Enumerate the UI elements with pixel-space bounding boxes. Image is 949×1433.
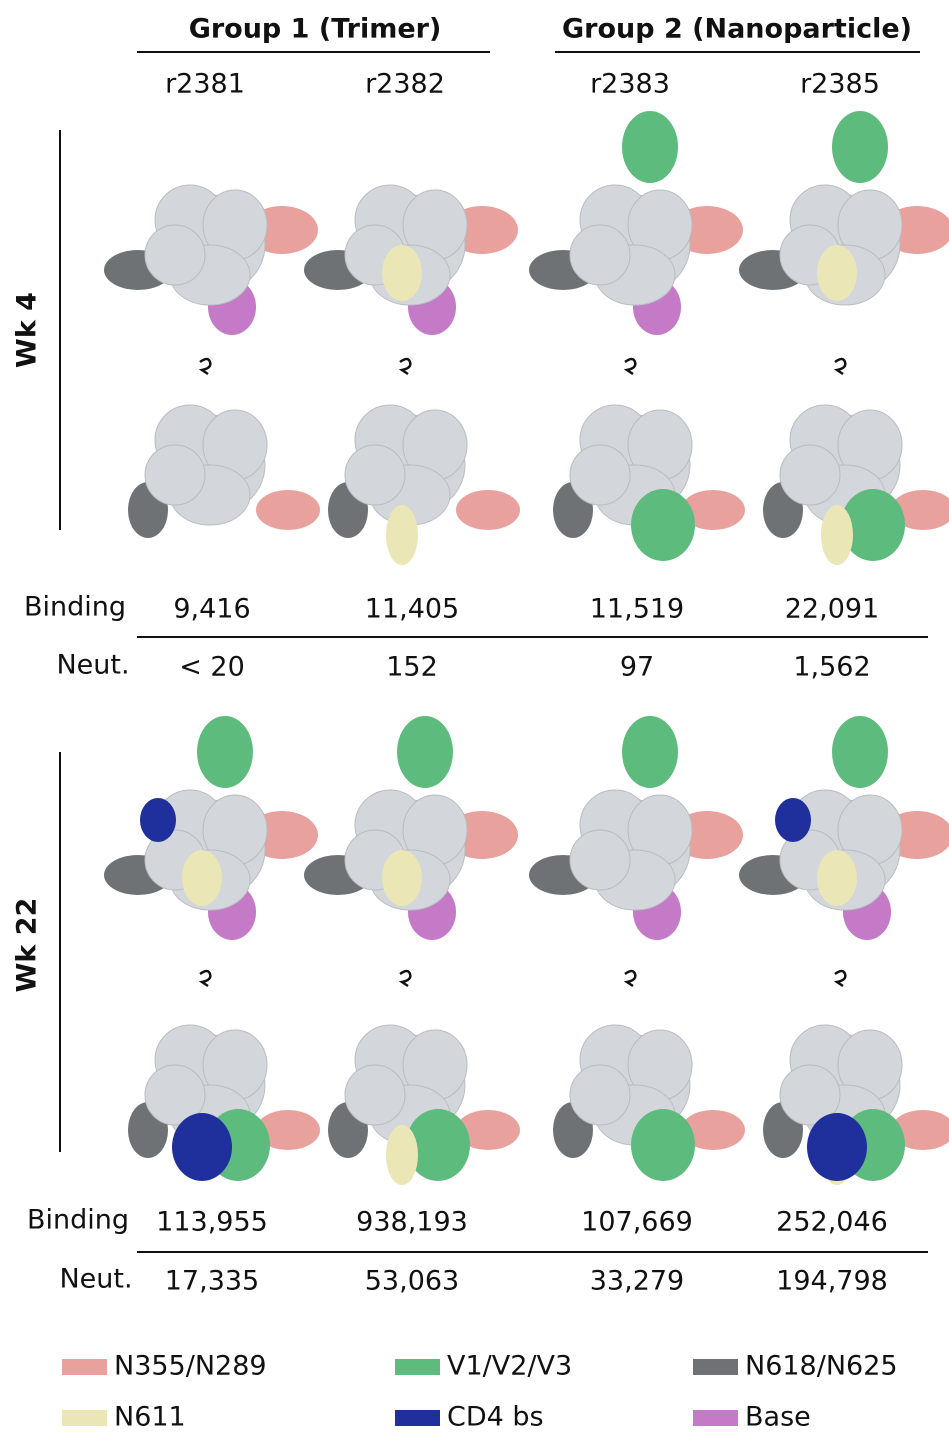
rotate-arrow: [200, 359, 210, 374]
epitope-map: [553, 1025, 745, 1181]
rotate-arrow: [835, 971, 845, 986]
trimer-core: [570, 830, 630, 890]
epitope: [821, 505, 853, 565]
legend-swatch: [395, 1359, 440, 1375]
trimer-core: [345, 445, 405, 505]
binding-value: 252,046: [776, 1207, 888, 1238]
binding-value: 11,519: [590, 594, 684, 625]
legend-swatch: [395, 1410, 440, 1426]
column-label: r2382: [365, 69, 445, 100]
rotate-arrow: [200, 971, 210, 986]
neut-value: < 20: [179, 652, 245, 683]
trimer-core: [780, 445, 840, 505]
epitope-map: [739, 111, 949, 305]
epitope: [140, 798, 176, 842]
legend-label: N611: [114, 1402, 186, 1433]
neut-value: 194,798: [776, 1266, 888, 1297]
trimer-core: [345, 1065, 405, 1125]
neut-value: 152: [386, 652, 438, 683]
epitope: [622, 716, 678, 788]
legend-swatch: [62, 1410, 107, 1426]
column-label: r2381: [165, 69, 245, 100]
epitope: [382, 245, 422, 301]
row-label: Neut.: [59, 1264, 132, 1295]
binding-value: 113,955: [156, 1207, 268, 1238]
neut-value: 97: [620, 652, 654, 683]
epitope-map: [328, 1025, 520, 1185]
epitope: [775, 798, 811, 842]
epitope-map: [304, 716, 518, 940]
epitope-map: [328, 405, 520, 565]
neut-value: 1,562: [793, 652, 870, 683]
group-label: Group 2 (Nanoparticle): [562, 14, 912, 45]
binding-value: 11,405: [365, 594, 459, 625]
group-label: Group 1 (Trimer): [189, 14, 442, 45]
epitope-map: [529, 716, 743, 940]
trimer-core: [570, 225, 630, 285]
legend-swatch: [62, 1359, 107, 1375]
binding-value: 22,091: [785, 594, 879, 625]
neut-value: 17,335: [165, 1266, 259, 1297]
neut-value: 33,279: [590, 1266, 684, 1297]
legend-label: N355/N289: [114, 1351, 267, 1382]
binding-value: 107,669: [581, 1207, 693, 1238]
rotate-arrow: [835, 359, 845, 374]
row-label: Binding: [27, 1205, 129, 1236]
epitope: [386, 505, 418, 565]
epitope: [622, 111, 678, 183]
rotate-arrow: [400, 971, 410, 986]
epitope: [631, 1109, 695, 1181]
timepoint-label: Wk 22: [12, 898, 43, 993]
row-label: Neut.: [56, 650, 129, 681]
epitope: [832, 111, 888, 183]
epitope: [182, 850, 222, 906]
timepoint-label: Wk 4: [12, 292, 43, 368]
epitope: [256, 490, 320, 530]
epitope-map: [104, 185, 318, 335]
epitope: [382, 850, 422, 906]
epitope: [817, 850, 857, 906]
neut-value: 53,063: [365, 1266, 459, 1297]
epitope-map: [128, 1025, 320, 1181]
epitope: [172, 1113, 232, 1181]
epitope-map: [763, 405, 949, 565]
epitope: [397, 716, 453, 788]
legend-label: CD4 bs: [447, 1402, 544, 1433]
legend-label: V1/V2/V3: [447, 1351, 572, 1382]
epitope-map: [553, 405, 745, 561]
binding-value: 938,193: [356, 1207, 468, 1238]
epitope: [832, 716, 888, 788]
rotate-arrow: [625, 971, 635, 986]
column-label: r2383: [590, 69, 670, 100]
legend-swatch: [693, 1410, 738, 1426]
page: Group 1 (Trimer) Group 2 (Nanoparticle) …: [0, 0, 949, 1433]
epitope: [386, 1125, 418, 1185]
binding-value: 9,416: [173, 594, 250, 625]
epitope-map: [304, 185, 518, 335]
epitope-map: [104, 716, 318, 940]
epitope-map: [763, 1025, 949, 1185]
column-label: r2385: [800, 69, 880, 100]
epitope: [817, 245, 857, 301]
legend-label: N618/N625: [745, 1351, 898, 1382]
epitope-map: [739, 716, 949, 940]
rotate-arrow: [625, 359, 635, 374]
figure: Group 1 (Trimer) Group 2 (Nanoparticle) …: [0, 0, 949, 1433]
trimer-core: [145, 225, 205, 285]
epitope: [631, 489, 695, 561]
rotate-arrow: [400, 359, 410, 374]
trimer-core: [145, 445, 205, 505]
row-label: Binding: [24, 592, 126, 623]
epitope: [807, 1113, 867, 1181]
epitope-map: [529, 111, 743, 335]
legend-label: Base: [745, 1402, 811, 1433]
epitope: [197, 716, 253, 788]
trimer-core: [570, 445, 630, 505]
epitope: [456, 490, 520, 530]
legend-swatch: [693, 1359, 738, 1375]
epitope-map: [128, 405, 320, 538]
trimer-core: [570, 1065, 630, 1125]
